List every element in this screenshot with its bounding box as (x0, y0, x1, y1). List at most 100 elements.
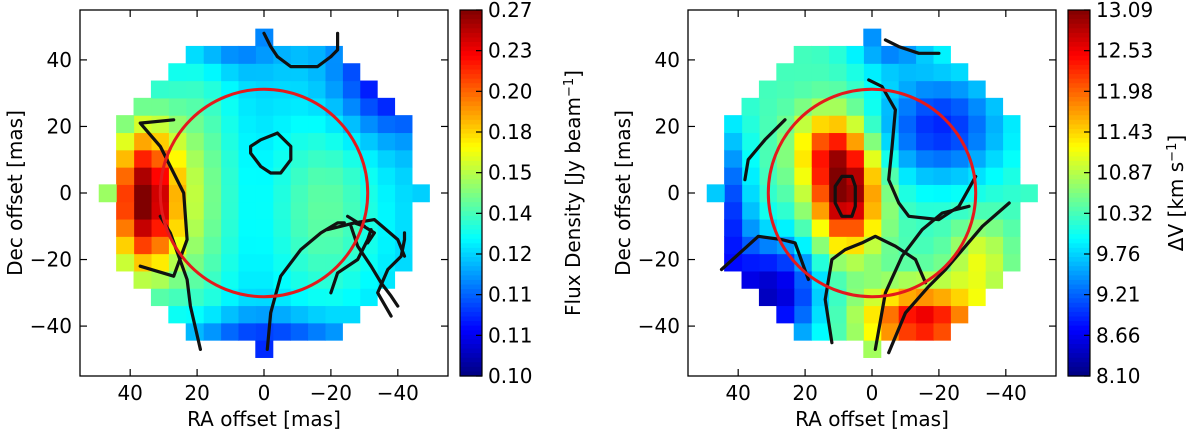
velocity-colorbar-segment (1068, 64, 1090, 71)
velocity-pixel (828, 132, 847, 151)
flux-density-colorbar-segment (460, 115, 482, 121)
flux-density-pixel (203, 218, 222, 237)
flux-density-pixel (255, 236, 274, 255)
velocity-pixel (898, 322, 917, 341)
flux-density-pixel (220, 115, 239, 134)
flux-density-colorbar: 0.27 0.23 0.20 0.18 0.15 0.14 0.12 0.11 0.11 0.10 (459, 0, 533, 388)
velocity-pixel (811, 63, 830, 82)
flux-density-colorbar-segment (460, 165, 482, 171)
flux-density-pixel (185, 80, 204, 99)
flux-density-pixel (359, 270, 378, 289)
flux-density-contour-10 (275, 54, 333, 69)
velocity-pixel (863, 28, 882, 47)
velocity-x-tick-label: −20 (918, 381, 960, 405)
velocity-pixel (915, 167, 934, 185)
flux-density-colorbar-segment (460, 119, 482, 125)
velocity-pixel (863, 218, 882, 237)
flux-density-pixel (342, 63, 361, 82)
flux-density-pixel (116, 115, 135, 134)
flux-density-pixel (307, 288, 326, 307)
flux-density-pixel (150, 132, 169, 151)
flux-density-pixel (185, 97, 204, 116)
flux-density-pixel (237, 270, 256, 289)
velocity-pixel (793, 63, 812, 82)
velocity-pixel (863, 253, 882, 272)
velocity-pixel (724, 132, 743, 151)
velocity-colorbar-label-main: ΔV [km s (1164, 162, 1188, 251)
velocity-colorbar-segment (1068, 234, 1090, 240)
flux-density-pixel (272, 97, 291, 116)
flux-density-colorbar-segment (460, 174, 482, 180)
flux-density-pixel (220, 97, 239, 116)
flux-density-pixel (359, 132, 378, 151)
velocity-colorbar-segment (1068, 124, 1090, 130)
velocity-pixel (932, 288, 951, 307)
velocity-pixel (863, 305, 882, 324)
flux-density-pixel (237, 45, 256, 64)
flux-density-pixel (359, 97, 378, 116)
flux-density-pixel (290, 184, 309, 203)
flux-density-pixel (272, 132, 291, 151)
velocity-colorbar-segment (1068, 156, 1090, 162)
velocity-colorbar-segment (1068, 202, 1090, 208)
flux-density-colorbar-segment (460, 151, 482, 157)
flux-density-colorbar-segment (460, 124, 482, 130)
flux-density-pixel (203, 45, 222, 64)
flux-density-pixel (237, 253, 256, 272)
flux-density-colorbar-segment (460, 266, 482, 272)
flux-density-pixel (203, 236, 222, 255)
flux-density-pixel (203, 322, 222, 341)
flux-density-colorbar-segment (460, 32, 482, 39)
velocity-colorbar-segment (1068, 19, 1090, 25)
flux-density-pixel (342, 149, 361, 168)
flux-density-pixel (133, 236, 152, 255)
velocity-pixel (863, 97, 882, 116)
flux-density-colorbar-segment (460, 55, 482, 61)
flux-density-pixel (324, 236, 343, 255)
flux-density-pixel (359, 80, 378, 99)
flux-density-pixel (290, 322, 309, 341)
velocity-y-axis-label: Dec offset [mas] (611, 110, 635, 276)
velocity-pixel (811, 322, 830, 341)
flux-density-pixel (290, 45, 309, 64)
velocity-colorbar-segment (1068, 371, 1090, 377)
velocity-colorbar-segment (1068, 211, 1090, 217)
velocity-pixel (898, 270, 917, 289)
velocity-pixel (741, 97, 760, 116)
velocity-pixel (811, 167, 830, 185)
velocity-x-tick-label: 20 (792, 381, 817, 405)
flux-density-pixel (272, 305, 291, 324)
velocity-colorbar-segment (1068, 188, 1090, 194)
velocity-x-axis-label: RA offset [mas] (795, 407, 949, 431)
flux-density-pixel (411, 184, 430, 203)
flux-density-pixel (377, 253, 396, 272)
flux-density-pixel (168, 201, 187, 220)
velocity-pixel (967, 270, 986, 289)
flux-density-pixel (203, 149, 222, 168)
velocity-pixel (1002, 132, 1021, 151)
flux-density-pixel (272, 184, 291, 203)
velocity-colorbar-segment (1068, 293, 1090, 299)
velocity-pixel (1002, 167, 1021, 185)
velocity-pixel (950, 167, 969, 185)
flux-density-pixel (255, 97, 274, 116)
flux-density-pixel (116, 149, 135, 168)
velocity-pixel (793, 97, 812, 116)
velocity-pixel (985, 184, 1004, 203)
flux-density-colorbar-segment (460, 229, 482, 235)
flux-density-pixel (237, 132, 256, 151)
velocity-colorbar-segment (1068, 348, 1090, 354)
velocity-pixel (967, 253, 986, 272)
velocity-pixel (793, 80, 812, 99)
velocity-pixel (758, 80, 777, 99)
flux-density-pixel (203, 63, 222, 82)
flux-density-heatmap (98, 28, 430, 358)
velocity-colorbar-segment (1068, 32, 1090, 39)
flux-density-pixel (220, 218, 239, 237)
flux-density-pixel (359, 167, 378, 185)
velocity-colorbar-tick-label: 9.21 (1096, 283, 1141, 307)
velocity-pixel (967, 201, 986, 220)
flux-density-colorbar-segment (460, 334, 482, 340)
